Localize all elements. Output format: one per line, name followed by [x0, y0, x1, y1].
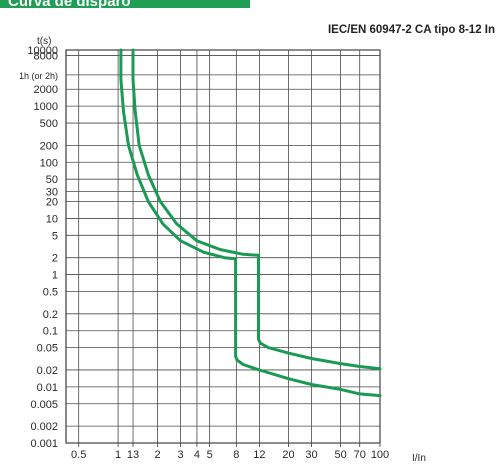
x-tick-label: 100: [371, 449, 389, 461]
y-tick-label: 5: [52, 230, 58, 242]
x-tick-label: 3: [178, 449, 184, 461]
y-tick-label: 50: [46, 174, 58, 186]
y-tick-label: 10000: [27, 45, 58, 57]
x-tick-label: 1: [115, 449, 121, 461]
header-title: Curva de disparo: [8, 0, 131, 10]
y-tick-label: 0.001: [30, 438, 58, 450]
chart-title: IEC/EN 60947-2 CA tipo 8-12 In: [327, 24, 495, 36]
y-tick-label: 1: [52, 270, 58, 282]
y-tick-label: 1000: [34, 101, 58, 113]
y-tick-label: 0.05: [37, 343, 58, 355]
y-tick-label: 0.2: [43, 309, 58, 321]
y-tick-label: 0.01: [37, 382, 58, 394]
y-tick-label: 2: [52, 253, 58, 265]
y-tick-label: 1h (or 2h): [19, 71, 58, 81]
y-tick-label: 0.5: [43, 286, 58, 298]
x-tick-label: 8: [233, 449, 239, 461]
x-tick-label: 2: [154, 449, 160, 461]
header-band: Curva de disparo: [0, 0, 250, 10]
x-tick-label: 0.5: [71, 449, 86, 461]
trip-curve-line-1: [119, 48, 382, 398]
x-tick-label: 13: [127, 449, 139, 461]
x-tick-label: 70: [354, 449, 366, 461]
y-tick-label: 8000: [34, 50, 58, 62]
y-tick-label: 100: [40, 157, 58, 169]
y-tick-label: 2000: [34, 84, 58, 96]
y-axis-label: t(s): [37, 36, 51, 47]
trip-curve-line-2: [131, 48, 382, 371]
y-tick-label: 0.002: [30, 421, 58, 433]
x-axis-label: I/In: [412, 453, 426, 464]
y-tick-label: 200: [40, 140, 58, 152]
x-tick-labels: 0.5 1 13 2 3 4 5 8 12 20 30 50 70 100: [71, 449, 389, 461]
y-tick-label: 10: [46, 213, 58, 225]
y-tick-label: 30: [46, 187, 58, 199]
y-tick-label: 500: [40, 118, 58, 130]
series-group: [119, 48, 382, 398]
y-tick-label: 20: [46, 197, 58, 209]
y-tick-label: 0.02: [37, 365, 58, 377]
x-tick-label: 20: [282, 449, 294, 461]
x-tick-label: 4: [194, 449, 200, 461]
x-tick-label: 5: [207, 449, 213, 461]
x-tick-label: 50: [334, 449, 346, 461]
plot-frame: [65, 49, 381, 444]
x-tick-label: 30: [305, 449, 317, 461]
y-tick-label: 0.1: [43, 326, 58, 338]
y-tick-label: 0.005: [30, 399, 58, 411]
x-tick-label: 12: [253, 449, 265, 461]
